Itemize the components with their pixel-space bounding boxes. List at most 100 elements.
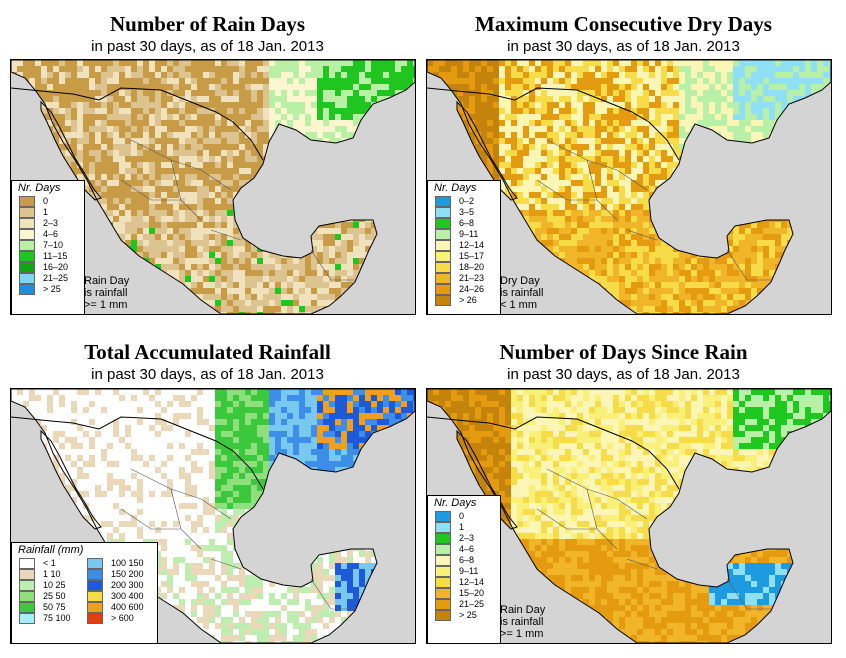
map-cell — [401, 300, 407, 306]
map-cell — [113, 186, 119, 192]
map-cell — [287, 300, 293, 306]
map-cell — [275, 144, 281, 150]
map-cell — [287, 168, 293, 174]
map-cell — [383, 228, 389, 234]
map-cell — [371, 282, 377, 288]
map-cell — [29, 66, 35, 72]
map-cell — [293, 294, 299, 300]
map-cell — [107, 216, 113, 222]
map-cell — [505, 108, 511, 114]
map-cell — [65, 78, 71, 84]
map-cell — [613, 162, 619, 168]
map-cell — [595, 138, 601, 144]
map-cell — [305, 108, 311, 114]
map-cell — [511, 162, 517, 168]
map-cell — [23, 72, 29, 78]
map-cell — [781, 210, 787, 216]
map-cell — [119, 252, 125, 258]
map-cell — [775, 216, 781, 222]
map-cell — [125, 204, 131, 210]
map-cell — [631, 90, 637, 96]
map-cell — [739, 216, 745, 222]
map-cell — [523, 126, 529, 132]
map-cell — [389, 84, 395, 90]
map-cell — [179, 120, 185, 126]
map-cell — [311, 90, 317, 96]
map-cell — [811, 192, 817, 198]
map-cell — [347, 276, 353, 282]
map-cell — [679, 138, 685, 144]
map-cell — [41, 144, 47, 150]
map-cell — [595, 192, 601, 198]
map-cell — [263, 72, 269, 78]
map-cell — [125, 150, 131, 156]
map-cell — [401, 228, 407, 234]
map-cell — [595, 78, 601, 84]
map-cell — [281, 210, 287, 216]
map-cell — [155, 108, 161, 114]
map-cell — [407, 120, 413, 126]
map-cell — [47, 162, 53, 168]
map-cell — [251, 252, 257, 258]
map-cell — [401, 78, 407, 84]
map-cell — [649, 186, 655, 192]
map-cell — [281, 258, 287, 264]
map-cell — [401, 306, 407, 312]
map-cell — [505, 162, 511, 168]
map-cell — [371, 126, 377, 132]
map-cell — [529, 186, 535, 192]
map-cell — [209, 126, 215, 132]
map-cell — [251, 282, 257, 288]
map-cell — [607, 222, 613, 228]
map-cell — [589, 162, 595, 168]
map-cell — [137, 246, 143, 252]
map-cell — [389, 264, 395, 270]
map-cell — [499, 66, 505, 72]
map-cell — [275, 96, 281, 102]
map-cell — [233, 60, 239, 66]
map-cell — [469, 78, 475, 84]
map-cell — [47, 90, 53, 96]
map-cell — [395, 276, 401, 282]
map-cell — [203, 72, 209, 78]
map-cell — [131, 282, 137, 288]
map-cell — [23, 114, 29, 120]
map-cell — [137, 288, 143, 294]
map-cell — [215, 66, 221, 72]
map-cell — [191, 312, 197, 314]
map-cell — [395, 132, 401, 138]
map-cell — [299, 210, 305, 216]
map-cell — [715, 96, 721, 102]
map-cell — [35, 72, 41, 78]
map-cell — [155, 300, 161, 306]
map-cell — [739, 132, 745, 138]
map-cell — [793, 210, 799, 216]
map-cell — [173, 144, 179, 150]
map-cell — [523, 162, 529, 168]
map-cell — [275, 108, 281, 114]
map-cell — [505, 84, 511, 90]
map-cell — [559, 222, 565, 228]
state-border — [210, 229, 242, 241]
map-cell — [335, 72, 341, 78]
map-cell — [757, 66, 763, 72]
map-cell — [179, 210, 185, 216]
map-cell — [23, 132, 29, 138]
map-cell — [197, 210, 203, 216]
map-cell — [281, 228, 287, 234]
map-cell — [793, 138, 799, 144]
map-cell — [239, 156, 245, 162]
map-cell — [661, 150, 667, 156]
map-cell — [811, 204, 817, 210]
map-cell — [733, 108, 739, 114]
map-cell — [317, 96, 323, 102]
map-cell — [365, 168, 371, 174]
map-cell — [667, 174, 673, 180]
map-cell — [389, 300, 395, 306]
map-cell — [481, 108, 487, 114]
map-cell — [131, 150, 137, 156]
map-cell — [155, 198, 161, 204]
map-cell — [299, 204, 305, 210]
map-cell — [517, 198, 523, 204]
map-cell — [239, 306, 245, 312]
